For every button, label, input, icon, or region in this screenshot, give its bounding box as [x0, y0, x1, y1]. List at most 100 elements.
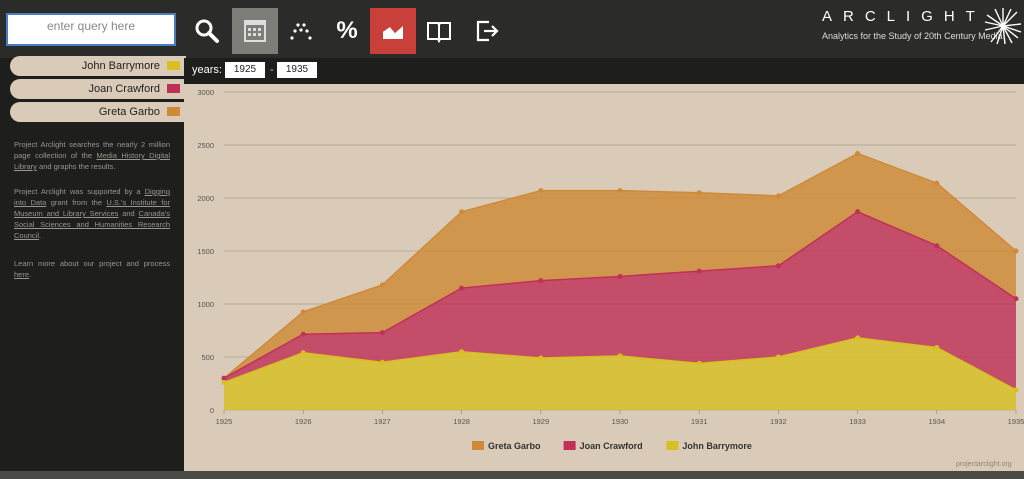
year-to-input[interactable]: 1935	[277, 62, 317, 78]
data-point	[538, 355, 544, 361]
legend-swatch	[666, 441, 679, 450]
term-label: Joan Crawford	[88, 83, 160, 95]
dotted-line-icon	[290, 23, 312, 40]
footer-link[interactable]: projectarclight.org	[956, 461, 1012, 468]
term-color-swatch	[167, 61, 180, 70]
x-tick-label: 1927	[374, 417, 391, 426]
about-paragraph-1: Project Arclight searches the nearly 2 m…	[14, 140, 170, 171]
data-point	[855, 209, 861, 215]
year-from-input[interactable]: 1925	[225, 62, 265, 78]
bottom-bar	[0, 471, 1024, 479]
data-point	[775, 193, 781, 199]
data-point	[855, 335, 861, 341]
legend-label: Greta Garbo	[488, 441, 541, 451]
y-tick-label: 500	[201, 353, 214, 362]
x-tick-label: 1926	[295, 417, 312, 426]
sshrc-link[interactable]: Canada's Social Sciences and Humanities …	[14, 209, 170, 240]
data-point	[775, 354, 781, 360]
data-point	[1013, 387, 1019, 393]
data-point	[696, 360, 702, 366]
x-tick-label: 1930	[612, 417, 629, 426]
y-tick-label: 2000	[197, 194, 214, 203]
x-tick-label: 1929	[532, 417, 549, 426]
data-point	[855, 150, 861, 156]
data-point	[379, 330, 385, 336]
data-point	[934, 243, 940, 249]
years-bar	[184, 58, 1024, 84]
trend-line-button[interactable]	[278, 8, 324, 54]
data-point	[300, 350, 306, 356]
x-tick-label: 1928	[453, 417, 470, 426]
logo-title: ARCLIGHT	[822, 8, 986, 25]
logout-icon	[476, 20, 499, 42]
years-separator: -	[270, 64, 274, 76]
search-button[interactable]	[184, 8, 230, 54]
calendar-icon	[244, 20, 266, 42]
logo-subtitle: Analytics for the Study of 20th Century …	[822, 31, 1003, 41]
percent-button[interactable]: %	[324, 8, 370, 54]
term-label: Greta Garbo	[98, 106, 160, 118]
x-tick-label: 1934	[928, 417, 945, 426]
x-tick-label: 1925	[216, 417, 233, 426]
x-tick-label: 1932	[770, 417, 787, 426]
about-paragraph-2: Project Arclight was supported by a Digg…	[14, 187, 170, 240]
sidebar	[0, 58, 184, 471]
digging-into-data-link[interactable]: Digging into Data	[14, 187, 170, 207]
term-label: John Barrymore	[81, 60, 160, 72]
data-point	[379, 359, 385, 365]
x-tick-label: 1931	[691, 417, 708, 426]
logout-button[interactable]	[464, 8, 510, 54]
y-tick-label: 0	[210, 406, 214, 415]
search-icon	[195, 19, 219, 43]
y-tick-label: 1500	[197, 247, 214, 256]
data-point	[221, 379, 227, 385]
y-tick-label: 1000	[197, 300, 214, 309]
data-point	[379, 282, 385, 288]
data-point	[221, 375, 227, 381]
imls-link[interactable]: U.S.'s Institute for Museum and Library …	[14, 198, 170, 218]
data-point	[459, 285, 465, 291]
term-pill-crawford[interactable]: Joan Crawford	[10, 79, 186, 99]
media-history-link[interactable]: Media History Digital Library	[14, 151, 170, 171]
area-joan-crawford	[224, 211, 1016, 390]
book-icon	[427, 22, 451, 44]
logo-burst-icon	[984, 8, 1022, 45]
data-point	[300, 309, 306, 315]
years-label: years:	[192, 64, 222, 76]
calendar-button[interactable]	[232, 8, 278, 54]
data-point	[934, 344, 940, 350]
data-point	[538, 278, 544, 284]
term-color-swatch	[167, 84, 180, 93]
legend-label: Joan Crawford	[580, 441, 643, 451]
data-point	[459, 349, 465, 355]
data-point	[696, 190, 702, 196]
legend-label: John Barrymore	[682, 441, 752, 451]
search-input[interactable]: enter query here	[6, 13, 176, 46]
x-tick-label: 1933	[849, 417, 866, 426]
learn-more-link[interactable]: here	[14, 270, 30, 279]
data-point	[1013, 296, 1019, 302]
area-john-barrymore	[224, 337, 1016, 410]
area-chart-button[interactable]	[370, 8, 416, 54]
data-point	[1013, 248, 1019, 254]
term-pill-barrymore[interactable]: John Barrymore	[10, 56, 186, 76]
legend-swatch	[472, 441, 484, 450]
legend-swatch	[563, 441, 576, 450]
percent-icon: %	[336, 17, 358, 44]
data-point	[775, 263, 781, 269]
area-greta-garbo	[224, 153, 1016, 379]
about-paragraph-3: Learn more about our project and process…	[14, 259, 170, 279]
x-tick-label: 1935	[1008, 417, 1024, 426]
data-point	[617, 353, 623, 359]
y-tick-label: 2500	[197, 141, 214, 150]
term-pill-garbo[interactable]: Greta Garbo	[10, 102, 186, 122]
data-point	[934, 180, 940, 186]
book-button[interactable]	[416, 8, 462, 54]
term-color-swatch	[167, 107, 180, 116]
y-tick-label: 3000	[197, 88, 214, 97]
data-point	[696, 268, 702, 274]
data-point	[617, 273, 623, 279]
area-chart-icon	[382, 24, 404, 39]
data-point	[459, 209, 465, 215]
